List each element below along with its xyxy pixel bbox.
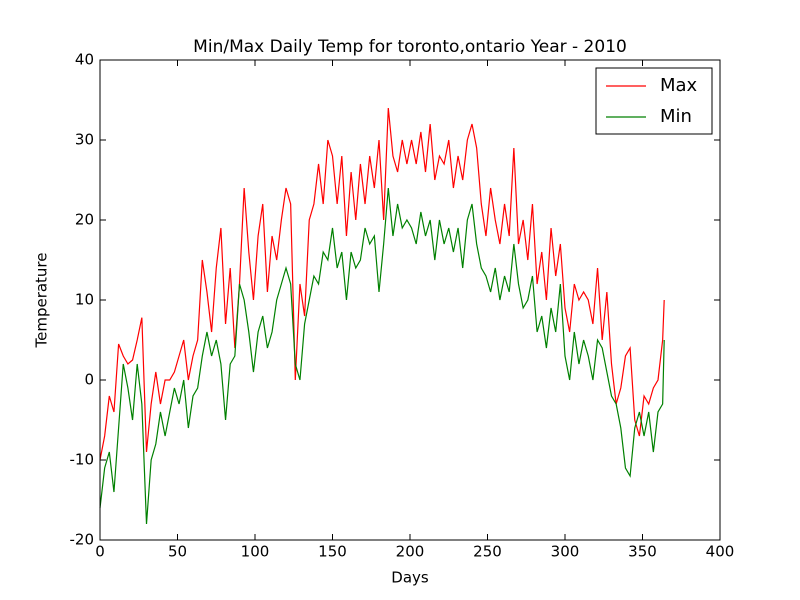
x-tick-label: 50 [168,543,187,561]
legend-label: Max [660,75,698,96]
x-tick-label: 400 [706,543,735,561]
y-tick-label: 40 [75,51,94,69]
x-tick-label: 0 [95,543,105,561]
x-tick-label: 150 [318,543,347,561]
x-tick-label: 100 [241,543,270,561]
y-axis-label: Temperature [33,252,51,348]
y-tick-label: 10 [75,291,94,309]
x-tick-label: 200 [396,543,425,561]
y-tick-label: 0 [84,371,94,389]
y-tick-label: 30 [75,131,94,149]
y-tick-label: 20 [75,211,94,229]
x-tick-label: 250 [473,543,502,561]
series-line [99,107,665,461]
series-line [99,187,665,525]
legend-label: Min [660,106,692,127]
chart-title: Min/Max Daily Temp for toronto,ontario Y… [193,37,627,57]
y-tick-label: -20 [70,531,95,549]
x-axis-label: Days [391,569,429,587]
plot-frame [99,59,721,541]
x-tick-label: 300 [551,543,580,561]
legend-box [595,67,713,135]
x-tick-label: 350 [628,543,657,561]
y-tick-label: -10 [70,451,95,469]
